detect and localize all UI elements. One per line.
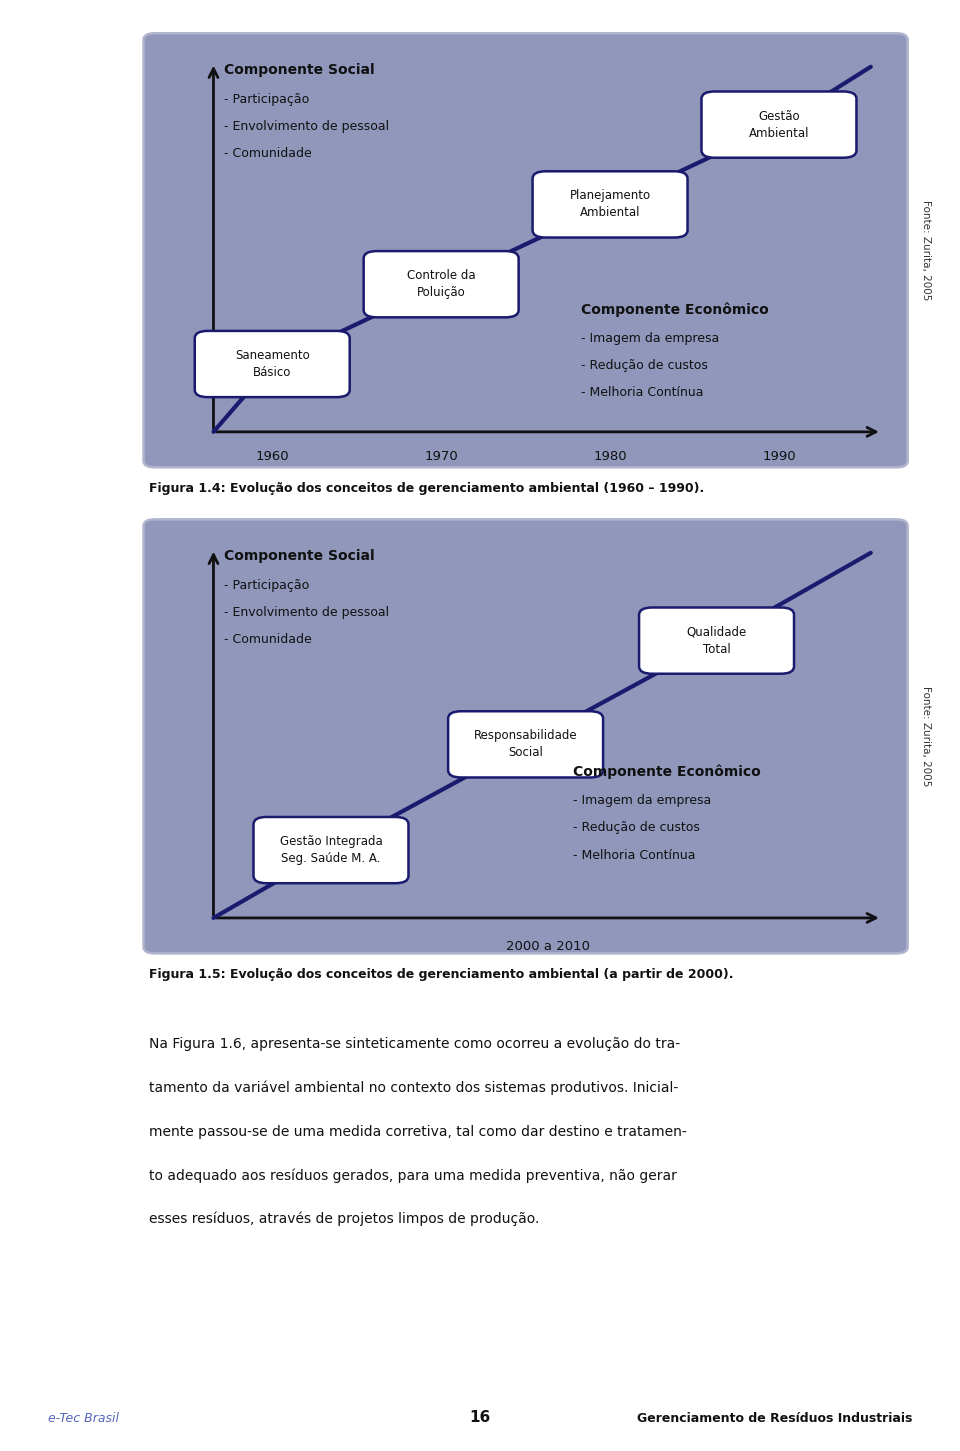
Text: - Participação: - Participação [225, 93, 310, 106]
Text: Fonte: Zurita, 2005: Fonte: Zurita, 2005 [922, 200, 931, 300]
Text: Componente Social: Componente Social [225, 62, 375, 77]
Text: Na Figura 1.6, apresenta-se sinteticamente como ocorreu a evolução do tra-: Na Figura 1.6, apresenta-se sinteticamen… [149, 1037, 680, 1052]
Text: Fonte: Zurita, 2005: Fonte: Zurita, 2005 [922, 686, 931, 786]
Text: mente passou-se de uma medida corretiva, tal como dar destino e tratamen-: mente passou-se de uma medida corretiva,… [149, 1125, 686, 1139]
Text: - Comunidade: - Comunidade [225, 633, 312, 646]
FancyBboxPatch shape [533, 171, 687, 238]
Text: Componente Econômico: Componente Econômico [573, 765, 761, 779]
Text: - Imagem da empresa: - Imagem da empresa [581, 332, 719, 345]
Text: Componente Social: Componente Social [225, 548, 375, 563]
Text: Responsabilidade
Social: Responsabilidade Social [474, 730, 577, 759]
Text: to adequado aos resíduos gerados, para uma medida preventiva, não gerar: to adequado aos resíduos gerados, para u… [149, 1168, 677, 1183]
Text: Componente Econômico: Componente Econômico [581, 302, 768, 316]
FancyBboxPatch shape [702, 91, 856, 158]
Text: - Imagem da empresa: - Imagem da empresa [573, 794, 711, 807]
Text: 16: 16 [469, 1410, 491, 1425]
Text: Figura 1.4: Evolução dos conceitos de gerenciamento ambiental (1960 – 1990).: Figura 1.4: Evolução dos conceitos de ge… [149, 482, 704, 495]
Text: - Redução de custos: - Redução de custos [573, 821, 700, 834]
Text: Planejamento
Ambiental: Planejamento Ambiental [569, 190, 651, 219]
Text: tamento da variável ambiental no contexto dos sistemas produtivos. Inicial-: tamento da variável ambiental no context… [149, 1081, 678, 1096]
Text: Qualidade
Total: Qualidade Total [686, 625, 747, 656]
FancyBboxPatch shape [639, 608, 794, 673]
FancyBboxPatch shape [144, 519, 907, 953]
Text: - Participação: - Participação [225, 579, 310, 592]
Text: - Envolvimento de pessoal: - Envolvimento de pessoal [225, 120, 390, 133]
Text: e-Tec Brasil: e-Tec Brasil [48, 1412, 119, 1425]
Text: - Melhoria Contínua: - Melhoria Contínua [573, 849, 696, 862]
Text: Gestão Integrada
Seg. Saúde M. A.: Gestão Integrada Seg. Saúde M. A. [279, 836, 382, 865]
Text: - Comunidade: - Comunidade [225, 147, 312, 160]
Text: 1960: 1960 [255, 450, 289, 463]
Text: - Melhoria Contínua: - Melhoria Contínua [581, 386, 703, 399]
Text: Figura 1.5: Evolução dos conceitos de gerenciamento ambiental (a partir de 2000): Figura 1.5: Evolução dos conceitos de ge… [149, 968, 733, 981]
Text: Controle da
Poluição: Controle da Poluição [407, 270, 475, 299]
FancyBboxPatch shape [144, 33, 907, 467]
Text: Gerenciamento de Resíduos Industriais: Gerenciamento de Resíduos Industriais [636, 1412, 912, 1425]
FancyBboxPatch shape [364, 251, 518, 318]
Text: 1980: 1980 [593, 450, 627, 463]
Text: - Redução de custos: - Redução de custos [581, 360, 708, 373]
Text: 1990: 1990 [762, 450, 796, 463]
Text: - Envolvimento de pessoal: - Envolvimento de pessoal [225, 607, 390, 620]
Text: Saneamento
Básico: Saneamento Básico [235, 350, 310, 379]
Text: esses resíduos, através de projetos limpos de produção.: esses resíduos, através de projetos limp… [149, 1212, 540, 1226]
Text: Gestão
Ambiental: Gestão Ambiental [749, 110, 809, 139]
FancyBboxPatch shape [448, 711, 603, 778]
Text: 2000 a 2010: 2000 a 2010 [506, 940, 589, 953]
FancyBboxPatch shape [253, 817, 408, 884]
FancyBboxPatch shape [195, 331, 349, 398]
Text: 1970: 1970 [424, 450, 458, 463]
